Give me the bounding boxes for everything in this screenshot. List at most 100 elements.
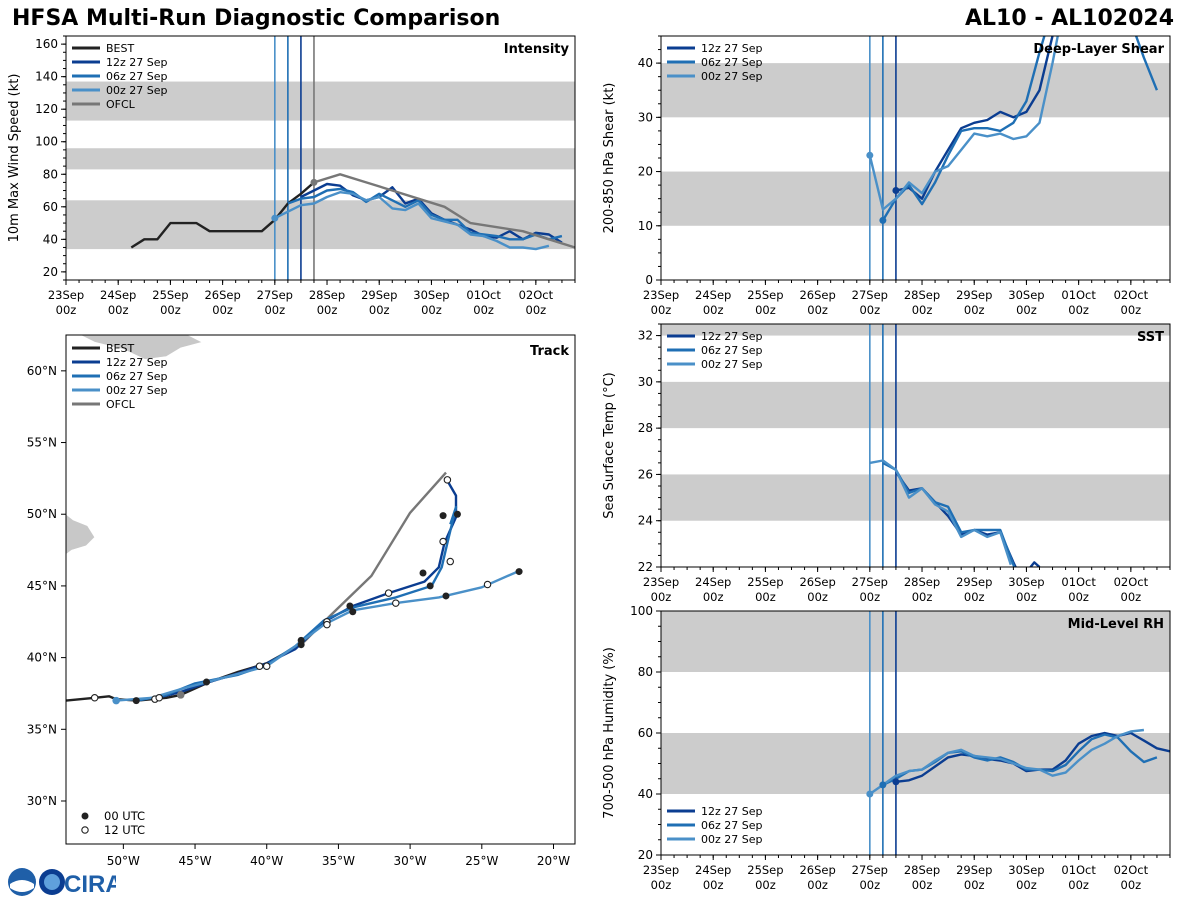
y-tick-label: 60 — [43, 200, 58, 214]
lat-tick-label: 60°N — [27, 364, 57, 378]
panel-title: SST — [1137, 330, 1164, 345]
y-tick-label: 160 — [35, 37, 58, 51]
x-tick-label-hour: 00z — [1068, 590, 1089, 604]
greenland-landmass — [80, 335, 204, 360]
chart-intensity: 2040608010012014016023Sep00z24Sep00z25Se… — [7, 35, 576, 317]
series-line-ofcl — [313, 173, 575, 249]
threshold-band — [661, 474, 1170, 521]
x-tick-label-hour: 00z — [964, 878, 985, 892]
figure-title: HFSA Multi-Run Diagnostic Comparison — [12, 6, 501, 31]
x-tick-label-hour: 00z — [912, 303, 933, 317]
x-tick-label-date: 27Sep — [852, 288, 888, 302]
x-tick-label-date: 30Sep — [1008, 575, 1044, 589]
x-tick-label-hour: 00z — [859, 590, 880, 604]
x-tick-label-date: 02Oct — [1114, 863, 1149, 877]
threshold-band — [661, 324, 1170, 336]
track-point-00utc — [439, 512, 447, 520]
y-tick-label: 26 — [638, 467, 653, 481]
x-tick-label-date: 26Sep — [799, 575, 835, 589]
x-tick-label-date: 28Sep — [309, 288, 345, 302]
threshold-band — [661, 733, 1170, 794]
series-line-00z-27-sep — [869, 459, 1012, 566]
y-axis-label: 200-850 hPa Shear (kt) — [602, 83, 617, 234]
series-line-00z-27-sep — [869, 728, 1145, 795]
noaa-wave-icon — [10, 880, 34, 892]
init-marker-00z-27-sep — [866, 151, 874, 159]
x-tick-label-hour: 00z — [526, 303, 547, 317]
series-line-06z-27-sep-tail — [1134, 36, 1159, 91]
lat-tick-label: 45°N — [27, 579, 57, 593]
cira-globe-inner-icon — [44, 874, 60, 890]
x-tick-label-date: 29Sep — [361, 288, 397, 302]
threshold-band — [661, 381, 1170, 429]
cira-wordmark: CIRA — [64, 871, 116, 898]
legend-label-06z-27-sep: 06z 27 Sep — [701, 56, 763, 69]
x-tick-label-date: 26Sep — [799, 863, 835, 877]
y-tick-label: 100 — [630, 604, 653, 618]
legend-label-ofcl: OFCL — [106, 98, 136, 111]
lon-tick-label: 50°W — [107, 854, 140, 868]
y-tick-label: 120 — [35, 102, 58, 116]
chart-shear: 01020304023Sep00z24Sep00z25Sep00z26Sep00… — [602, 35, 1171, 317]
plot-frame — [65, 334, 576, 845]
legend-label-12z-27-sep: 12z 27 Sep — [701, 805, 763, 818]
series-line-00z-27-sep — [274, 190, 550, 251]
track-point-00utc — [349, 608, 357, 616]
x-tick-label-hour: 00z — [807, 303, 828, 317]
legend-label-best: BEST — [106, 342, 134, 355]
x-tick-label-date: 28Sep — [904, 288, 940, 302]
x-tick-label-date: 01Oct — [466, 288, 501, 302]
y-tick-label: 20 — [43, 265, 58, 279]
x-tick-label-date: 23Sep — [48, 288, 84, 302]
x-tick-label-date: 24Sep — [695, 863, 731, 877]
y-tick-label: 40 — [43, 232, 58, 246]
y-tick-label: 100 — [35, 135, 58, 149]
y-tick-label: 40 — [638, 56, 653, 70]
track-point-00utc — [346, 602, 354, 610]
x-tick-label-date: 02Oct — [1114, 575, 1149, 589]
legend-label-12z-27-sep: 12z 27 Sep — [701, 330, 763, 343]
series-group — [130, 173, 575, 251]
init-marker-12z-27-sep — [892, 778, 900, 786]
x-tick-label-date: 23Sep — [643, 288, 679, 302]
panel-title: Intensity — [504, 42, 570, 57]
x-tick-label-hour: 00z — [912, 590, 933, 604]
x-tick-label-hour: 00z — [651, 878, 672, 892]
init-marker-12z-27-sep — [892, 187, 900, 195]
series-group — [866, 36, 1159, 224]
threshold-band — [66, 148, 575, 170]
x-tick-label-date: 26Sep — [799, 288, 835, 302]
init-marker-00z-27-sep — [271, 214, 279, 222]
track-point-00utc — [515, 568, 523, 576]
legend-label-00z-27-sep: 00z 27 Sep — [701, 70, 763, 83]
track-line-00z-27-sep — [116, 570, 519, 702]
legend-label-00z-27-sep: 00z 27 Sep — [701, 358, 763, 371]
storm-id: AL10 - AL102024 — [965, 6, 1174, 31]
x-tick-label-hour: 00z — [160, 303, 181, 317]
x-tick-label-date: 25Sep — [747, 288, 783, 302]
x-tick-label-date: 01Oct — [1061, 288, 1096, 302]
series-line-06z-27-sep — [881, 36, 1046, 222]
x-tick-label-date: 23Sep — [643, 863, 679, 877]
y-axis-label: 700-500 hPa Humidity (%) — [602, 647, 617, 819]
legend-label-ofcl: OFCL — [106, 398, 136, 411]
y-tick-label: 140 — [35, 70, 58, 84]
lat-tick-label: 35°N — [27, 722, 57, 736]
lat-tick-label: 40°N — [27, 651, 57, 665]
track-point-12utc — [323, 620, 331, 629]
x-tick-label-date: 25Sep — [747, 863, 783, 877]
legend-label-06z-27-sep: 06z 27 Sep — [106, 370, 168, 383]
lon-tick-label: 20°W — [537, 854, 570, 868]
y-tick-label: 0 — [645, 273, 653, 287]
y-tick-label: 20 — [638, 848, 653, 862]
x-tick-label-hour: 00z — [212, 303, 233, 317]
series-line-12z-27-sep — [895, 36, 1054, 200]
x-tick-label-hour: 00z — [1121, 590, 1142, 604]
track-point-00utc — [297, 641, 305, 649]
series-line-best — [130, 181, 315, 249]
lon-tick-label: 40°W — [250, 854, 283, 868]
x-tick-label-hour: 00z — [264, 303, 285, 317]
track-point-12utc — [392, 599, 400, 607]
panel-title: Mid-Level RH — [1068, 617, 1164, 632]
